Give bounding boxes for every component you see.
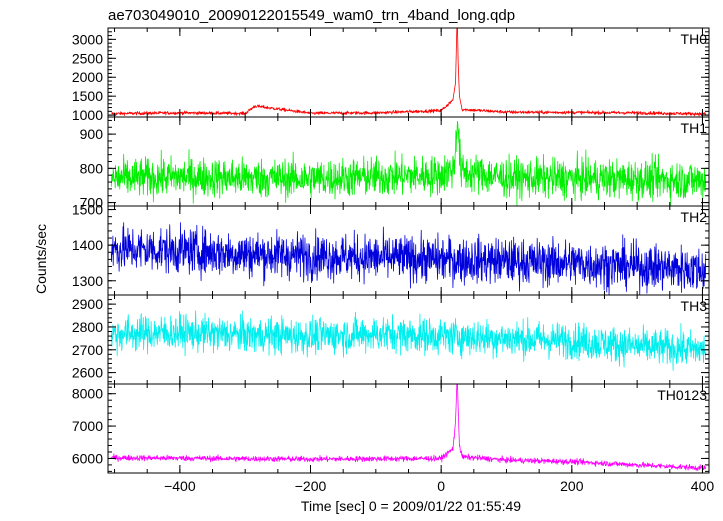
x-tick-label: 0 bbox=[437, 478, 445, 494]
y-tick-label: 6000 bbox=[72, 450, 103, 466]
x-tick-label: 200 bbox=[560, 478, 584, 494]
y-tick-label: 1500 bbox=[72, 202, 103, 218]
panel-label: TH1 bbox=[681, 120, 708, 136]
y-tick-label: 7000 bbox=[72, 418, 103, 434]
x-tick-label: 400 bbox=[691, 478, 715, 494]
y-tick-label: 800 bbox=[80, 160, 104, 176]
y-tick-label: 2800 bbox=[72, 319, 103, 335]
panel-th3: 2600 2700 2800 2900 TH3 bbox=[72, 294, 710, 385]
y-tick-label: 1400 bbox=[72, 237, 103, 253]
y-tick-label: 1000 bbox=[72, 107, 103, 123]
panel-label: TH2 bbox=[681, 209, 708, 225]
series-th1-line bbox=[110, 120, 707, 206]
y-axis-label: Counts/sec bbox=[33, 224, 49, 294]
panel-frame bbox=[107, 27, 710, 118]
series-th3-line bbox=[110, 310, 707, 371]
panel-th2: 1300 1400 1500 TH2 bbox=[72, 202, 710, 296]
series-th0-line bbox=[111, 28, 707, 117]
y-tick-label: 1300 bbox=[72, 273, 103, 289]
y-tick-label: 900 bbox=[80, 126, 104, 142]
x-tick-label: −200 bbox=[295, 478, 327, 494]
series-th0123-line bbox=[110, 384, 707, 471]
y-tick-label: 700 bbox=[80, 195, 104, 211]
panel-th0123: 6000 7000 8000 TH0123 bbox=[72, 383, 710, 474]
x-tick-label: −400 bbox=[164, 478, 196, 494]
y-tick-label: 2600 bbox=[72, 365, 103, 381]
y-tick-label: 2000 bbox=[72, 69, 103, 85]
panel-th1: 700 800 900 TH1 bbox=[80, 116, 710, 211]
panel-label: TH0 bbox=[681, 31, 708, 47]
y-tick-label: 1500 bbox=[72, 88, 103, 104]
panel-label: TH0123 bbox=[657, 387, 707, 403]
y-tick-label: 2900 bbox=[72, 296, 103, 312]
x-axis-label: Time [sec] 0 = 2009/01/22 01:55:49 bbox=[301, 498, 521, 514]
y-tick-label: 3000 bbox=[72, 31, 103, 47]
chart-title: ae703049010_20090122015549_wam0_trn_4ban… bbox=[108, 7, 515, 24]
series-th2-line bbox=[110, 222, 707, 295]
y-tick-label: 8000 bbox=[72, 386, 103, 402]
y-tick-label: 2500 bbox=[72, 50, 103, 66]
panel-frame bbox=[107, 383, 710, 474]
y-tick-label: 2700 bbox=[72, 342, 103, 358]
panel-th0: 1000 1500 2000 2500 3000 TH0 bbox=[72, 27, 710, 123]
panel-label: TH3 bbox=[681, 298, 708, 314]
